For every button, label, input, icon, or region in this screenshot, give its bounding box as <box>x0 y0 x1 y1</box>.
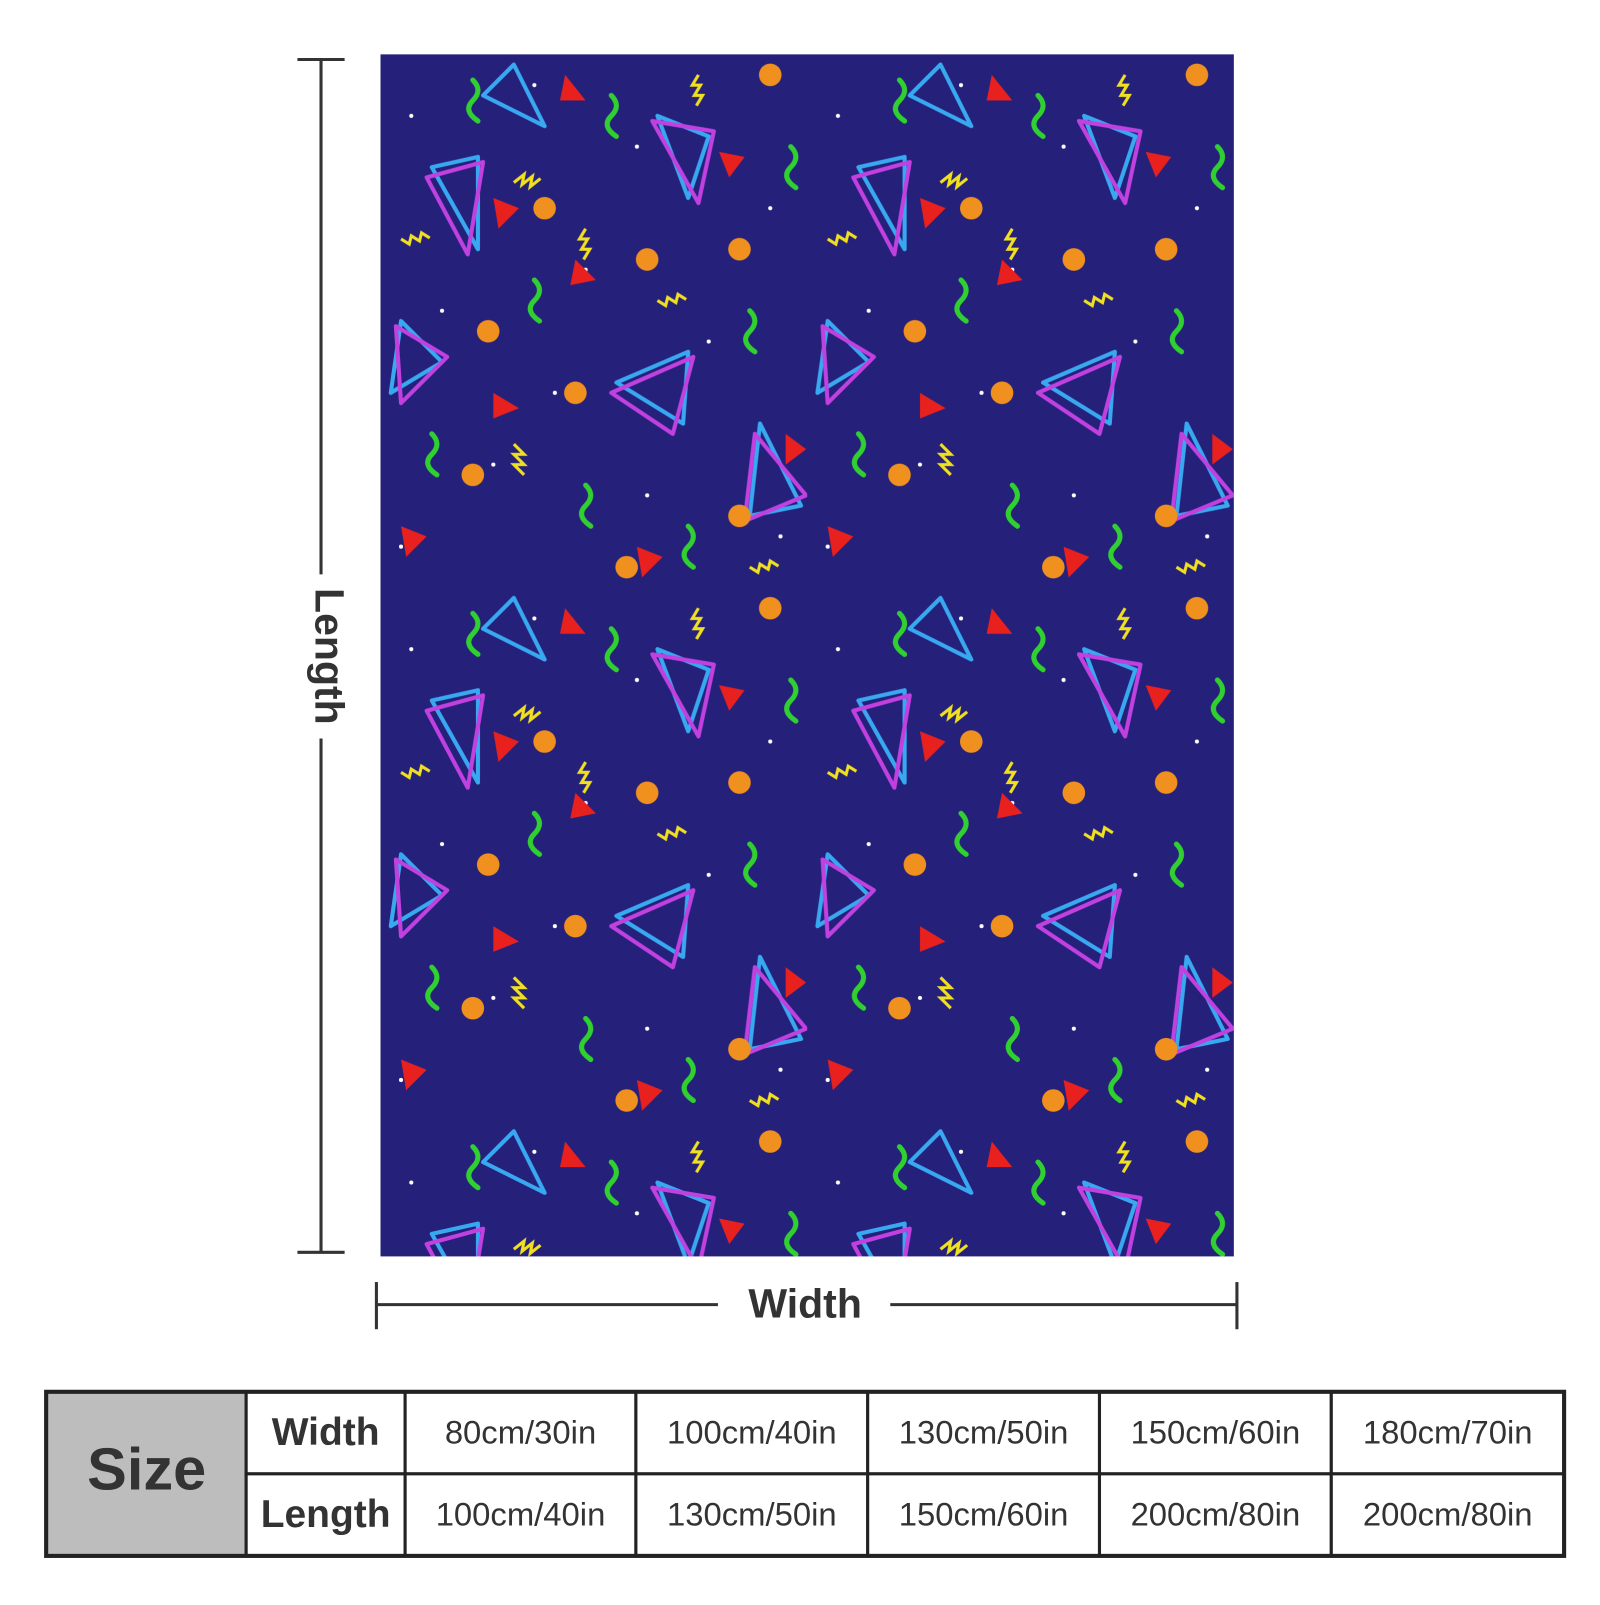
row-label: Length <box>261 1493 391 1536</box>
length-label: Length <box>306 588 352 725</box>
size-value: 200cm/80in <box>1363 1496 1533 1533</box>
table-border <box>44 1389 1567 1558</box>
size-value: 150cm/60in <box>1131 1414 1301 1451</box>
size-value: 130cm/50in <box>667 1496 837 1533</box>
size-value: 80cm/30in <box>445 1414 596 1451</box>
dimension-lines <box>297 57 1239 1330</box>
size-header: Size <box>87 1436 206 1503</box>
size-value: 100cm/40in <box>667 1414 837 1451</box>
size-value: 150cm/60in <box>899 1496 1069 1533</box>
row-label-cell <box>244 1472 407 1558</box>
row-label: Width <box>272 1411 380 1454</box>
size-cell <box>866 1472 1102 1558</box>
size-value: 180cm/70in <box>1363 1414 1533 1451</box>
size-value: 130cm/50in <box>899 1414 1069 1451</box>
blanket <box>380 54 1234 1257</box>
size-value: 100cm/40in <box>436 1496 606 1533</box>
size-table: Size Width 80cm/30in 100cm/40in 130cm/50in 15… <box>44 1389 1567 1558</box>
size-value: 200cm/80in <box>1131 1496 1301 1533</box>
width-label: Width <box>748 1280 862 1326</box>
